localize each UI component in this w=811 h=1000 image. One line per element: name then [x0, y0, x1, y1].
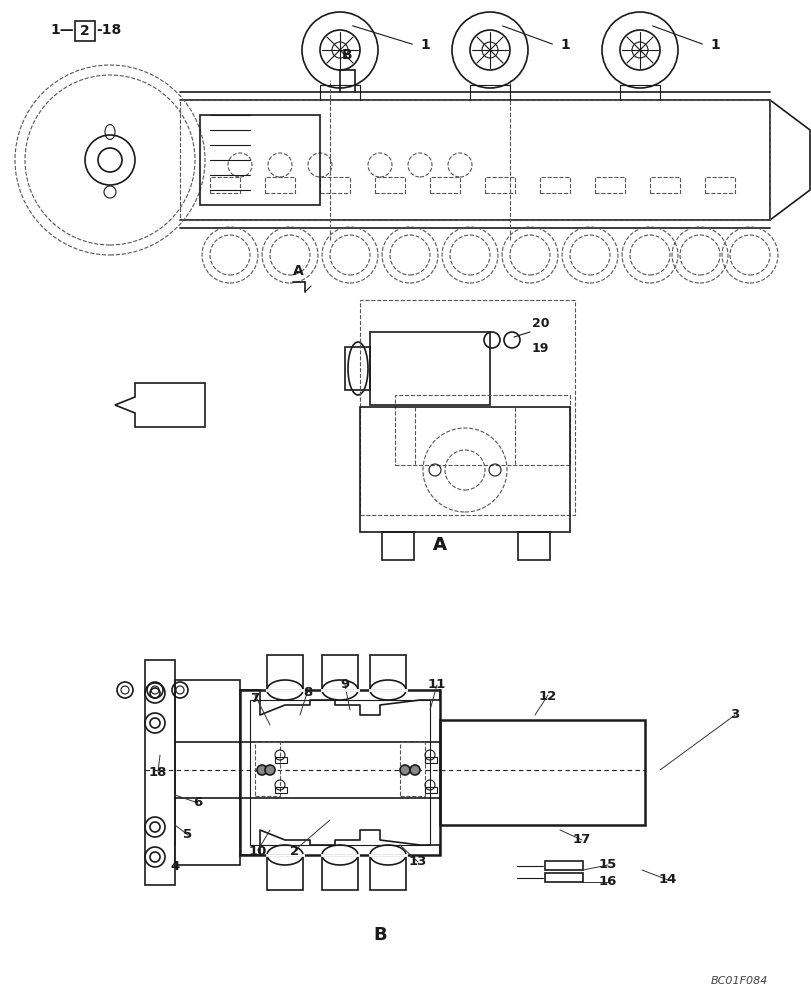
- Text: 1—: 1—: [50, 23, 74, 37]
- Circle shape: [264, 765, 275, 775]
- Bar: [394, 395, 569, 465]
- Text: 11: 11: [427, 678, 445, 692]
- Bar: [424, 787, 436, 793]
- Bar: [517, 532, 549, 560]
- Text: 19: 19: [531, 342, 549, 355]
- Text: 14: 14: [658, 874, 676, 886]
- Bar: [275, 757, 286, 763]
- Bar: [255, 742, 280, 796]
- Text: B: B: [341, 48, 352, 62]
- Bar: [440, 720, 644, 825]
- Text: 2: 2: [80, 24, 90, 38]
- Text: 3: 3: [729, 708, 739, 721]
- Bar: [375, 177, 405, 193]
- Circle shape: [257, 765, 267, 775]
- Text: 7: 7: [250, 692, 260, 704]
- Text: 5: 5: [183, 828, 192, 841]
- Circle shape: [400, 765, 410, 775]
- Bar: [264, 177, 294, 193]
- Bar: [370, 855, 406, 890]
- Text: A: A: [432, 536, 446, 554]
- Text: 1: 1: [560, 38, 569, 52]
- Text: BC01F084: BC01F084: [710, 976, 767, 986]
- Text: 10: 10: [248, 845, 267, 858]
- Circle shape: [410, 765, 419, 775]
- Text: 12: 12: [539, 690, 556, 704]
- Bar: [704, 177, 734, 193]
- Bar: [370, 332, 489, 405]
- Text: 20: 20: [531, 317, 549, 330]
- Bar: [322, 855, 358, 890]
- Text: A: A: [432, 536, 446, 554]
- Bar: [594, 177, 624, 193]
- Text: A: A: [292, 264, 303, 278]
- Bar: [381, 532, 414, 560]
- Bar: [180, 100, 769, 220]
- Bar: [322, 655, 358, 690]
- Bar: [424, 757, 436, 763]
- Text: -18: -18: [96, 23, 121, 37]
- Text: 9: 9: [340, 678, 349, 692]
- Text: 8: 8: [303, 686, 312, 698]
- Bar: [484, 177, 514, 193]
- Text: 1: 1: [709, 38, 719, 52]
- Bar: [200, 115, 320, 205]
- Bar: [250, 700, 430, 845]
- Bar: [544, 861, 582, 870]
- Bar: [267, 855, 303, 890]
- Bar: [359, 300, 574, 515]
- Bar: [267, 655, 303, 690]
- Bar: [175, 680, 240, 865]
- Bar: [359, 407, 569, 532]
- FancyBboxPatch shape: [75, 21, 95, 41]
- Bar: [240, 690, 440, 855]
- Bar: [539, 177, 569, 193]
- Text: 18: 18: [148, 766, 167, 778]
- Text: 4: 4: [170, 860, 179, 874]
- Bar: [400, 742, 424, 796]
- Bar: [430, 177, 460, 193]
- Bar: [370, 655, 406, 690]
- Bar: [210, 177, 240, 193]
- Bar: [320, 177, 350, 193]
- Bar: [345, 347, 370, 390]
- Text: 17: 17: [573, 833, 590, 846]
- Text: 15: 15: [599, 858, 616, 871]
- Bar: [544, 873, 582, 882]
- Bar: [275, 787, 286, 793]
- Bar: [649, 177, 679, 193]
- Bar: [145, 660, 175, 885]
- Text: 1: 1: [419, 38, 429, 52]
- Text: 13: 13: [408, 855, 427, 868]
- Text: 2: 2: [290, 845, 299, 858]
- Text: B: B: [373, 926, 386, 944]
- Text: 16: 16: [598, 876, 616, 888]
- Text: 6: 6: [193, 796, 203, 809]
